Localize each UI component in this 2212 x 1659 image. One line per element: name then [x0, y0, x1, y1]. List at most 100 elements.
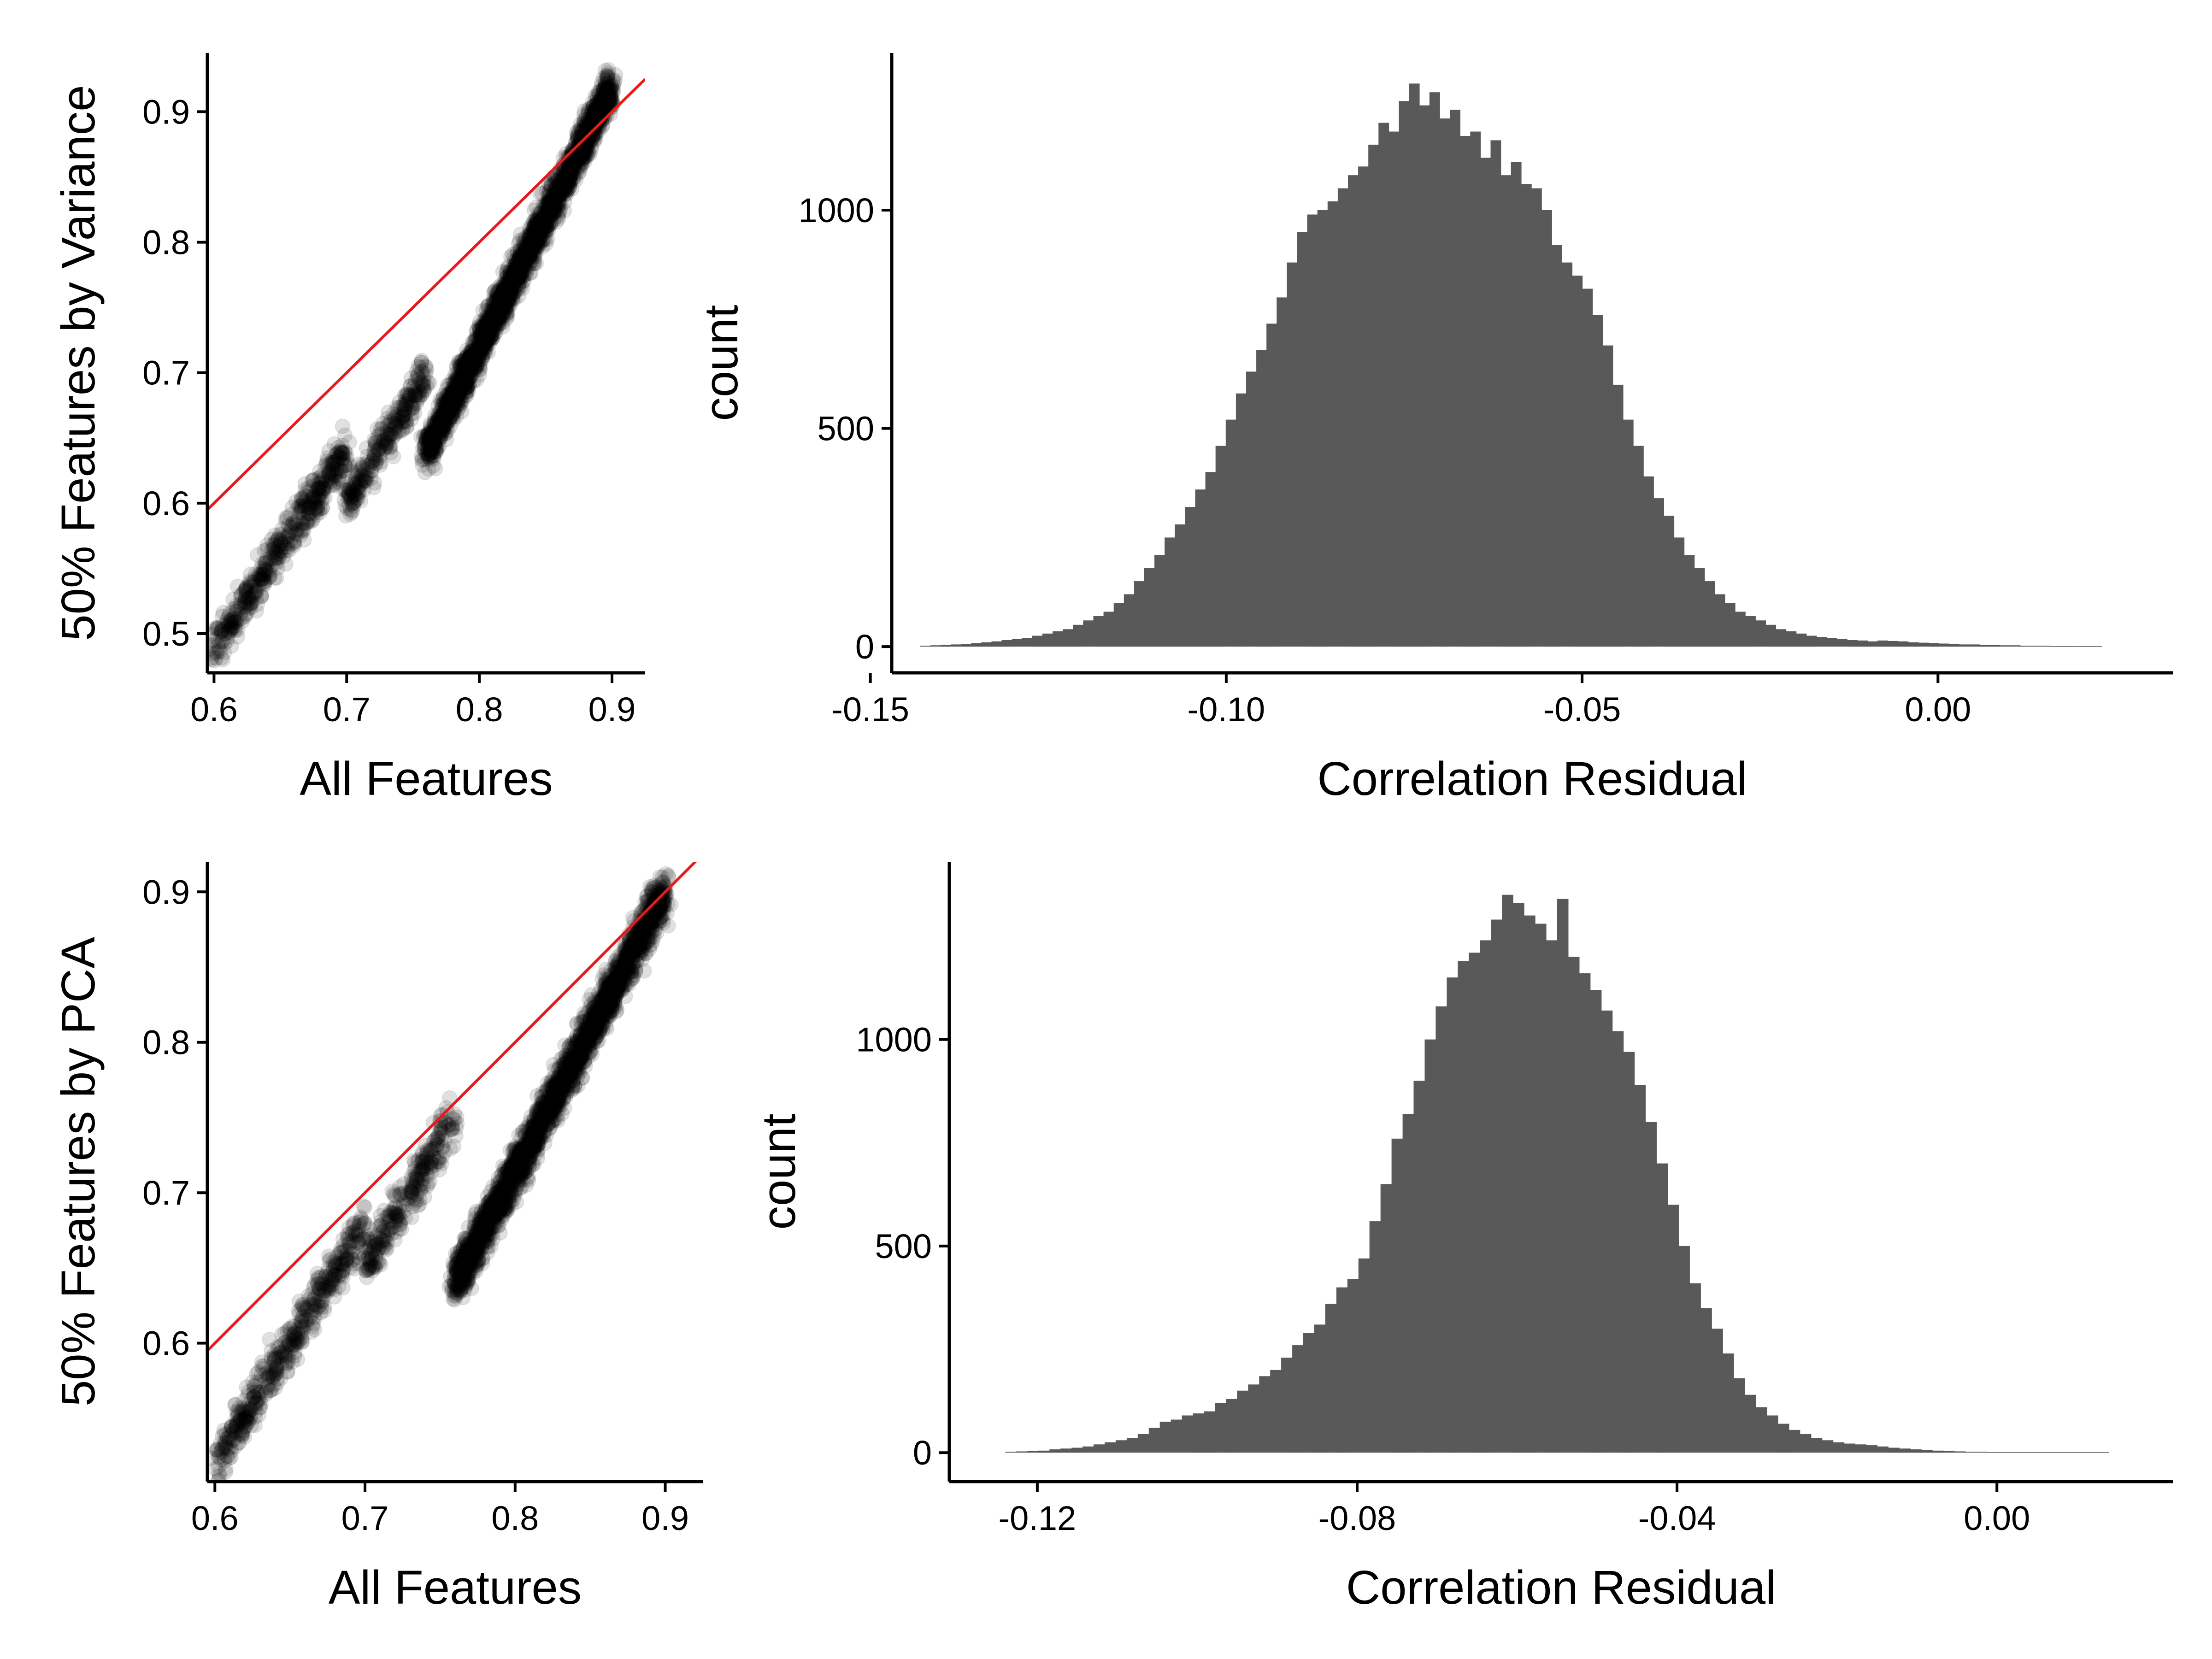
scatter-point	[262, 562, 278, 578]
scatter-point	[268, 551, 284, 567]
scatter-point	[207, 650, 220, 666]
scatter-point	[257, 556, 273, 572]
y-axis-title: 50% Features by Variance	[52, 85, 105, 641]
histogram-bar	[1470, 131, 1481, 647]
histogram-bar	[1836, 639, 1847, 647]
scatter-point	[232, 597, 248, 613]
scatter-point	[306, 489, 322, 505]
scatter-point	[238, 589, 254, 606]
scatter-point	[317, 490, 333, 506]
scatter-point	[326, 468, 342, 484]
histogram-bar	[1623, 419, 1634, 647]
scatter-point	[311, 471, 327, 487]
scatter-point	[265, 548, 282, 564]
scatter-point	[273, 533, 289, 549]
scatter-point	[221, 608, 237, 624]
scatter-point	[255, 560, 271, 576]
histogram-bar	[2040, 646, 2051, 647]
scatter-point	[279, 529, 295, 545]
scatter-point	[337, 458, 353, 473]
scatter-point	[252, 570, 268, 586]
scatter-point	[253, 560, 269, 576]
histogram-bar	[1256, 350, 1267, 647]
scatter-point	[321, 468, 337, 484]
histogram-bar	[1419, 105, 1430, 647]
scatter-point	[282, 533, 298, 549]
scatter-point	[430, 1153, 447, 1170]
histogram-bar	[1938, 643, 1949, 647]
histogram-bar	[2010, 645, 2021, 647]
scatter-point	[253, 572, 269, 588]
scatter-point	[214, 623, 230, 639]
histogram-bar	[1205, 472, 1216, 647]
scatter-point	[259, 537, 275, 553]
scatter-point	[299, 1302, 315, 1318]
scatter-point	[314, 472, 330, 488]
scatter-point	[233, 595, 249, 611]
histogram-bar	[1368, 144, 1379, 647]
scatter-point	[247, 587, 263, 602]
scatter-point	[259, 562, 275, 578]
scatter-point	[320, 466, 336, 482]
scatter-point	[295, 516, 311, 532]
scatter-point	[333, 445, 349, 461]
scatter-point	[256, 566, 272, 582]
scatter-point	[211, 620, 227, 636]
histogram-bar	[1490, 140, 1501, 647]
y-tick-label: 0.6	[142, 484, 190, 523]
histogram-bar	[1175, 524, 1186, 647]
scatter-point	[270, 560, 286, 576]
scatter-point	[292, 505, 307, 521]
scatter-point	[220, 618, 236, 635]
scatter-point	[325, 1254, 341, 1270]
scatter-point	[444, 1122, 460, 1138]
scatter-point	[269, 555, 285, 571]
scatter-point	[256, 543, 272, 559]
x-tick-label: 0.8	[456, 690, 503, 729]
scatter-point	[312, 485, 328, 501]
scatter-point	[220, 629, 236, 646]
scatter-point	[301, 499, 317, 515]
scatter-point	[357, 1199, 373, 1215]
scatter-point	[417, 441, 433, 458]
scatter-point	[312, 481, 328, 497]
histogram-bar	[1215, 446, 1226, 647]
y-tick-label: 0.9	[142, 93, 190, 131]
scatter-point	[258, 554, 274, 571]
scatter-point	[264, 551, 280, 567]
scatter-point	[296, 532, 312, 548]
scatter-point	[468, 359, 484, 375]
scatter-point	[255, 571, 271, 587]
histogram-bar	[1562, 262, 1573, 647]
scatter-point	[326, 454, 342, 471]
scatter-point	[228, 620, 244, 636]
scatter-point	[309, 499, 325, 515]
scatter-point	[220, 614, 236, 630]
scatter-point	[329, 446, 345, 462]
scatter-point	[266, 536, 282, 552]
scatter-point	[265, 541, 281, 557]
scatter-point	[252, 568, 268, 584]
scatter-point	[289, 500, 306, 517]
scatter-point	[259, 557, 275, 573]
histogram-bar	[1235, 393, 1247, 647]
scatter-point	[220, 612, 235, 629]
scatter-point	[269, 547, 285, 563]
scatter-point	[334, 445, 350, 461]
scatter-point	[311, 490, 326, 506]
scatter-point	[333, 444, 349, 459]
histogram-bar	[2051, 646, 2061, 647]
scatter-point	[325, 478, 341, 494]
scatter-point	[330, 474, 347, 490]
scatter-point	[209, 630, 225, 646]
histogram-bar	[1898, 641, 1909, 647]
scatter-point	[267, 543, 283, 559]
histogram-bar	[1969, 644, 1980, 647]
scatter-point	[305, 472, 321, 488]
histogram-bar	[1541, 210, 1552, 647]
scatter-point	[221, 624, 237, 640]
x-tick-label: 0.6	[190, 690, 238, 729]
scatter-point	[322, 462, 338, 478]
scatter-point	[224, 615, 240, 631]
